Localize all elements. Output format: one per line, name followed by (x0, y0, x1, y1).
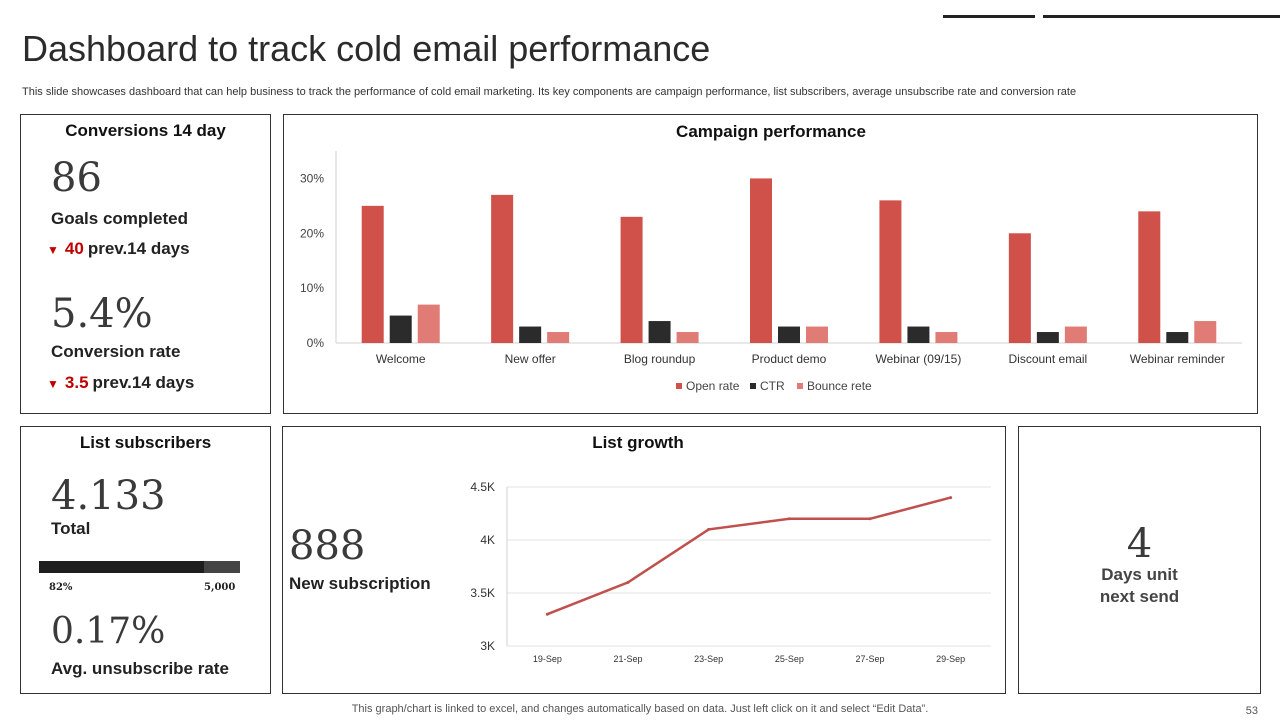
list-growth-title: List growth (592, 433, 684, 452)
bar-open-rate-2 (620, 216, 643, 343)
line-point-1 (626, 580, 630, 584)
chart-title: Campaign performance (676, 122, 866, 141)
bar-bounce-rete-4 (935, 332, 958, 343)
x-category-label: Webinar (09/15) (876, 352, 962, 366)
legend-label: Open rate (686, 379, 740, 393)
y-tick-label: 20% (300, 226, 324, 240)
new-subscription-label: New subscription (289, 574, 431, 593)
bar-ctr-5 (1036, 332, 1059, 343)
bar-ctr-4 (907, 326, 930, 343)
progress-max-label: 5,000 (204, 582, 236, 593)
goals-value: 86 (51, 155, 102, 201)
subscribers-title: List subscribers (79, 433, 212, 452)
x-tick-label: 27-Sep (855, 654, 884, 664)
bar-open-rate-1 (491, 194, 514, 343)
page-subtitle: This slide showcases dashboard that can … (22, 86, 1077, 98)
list-growth-line (546, 496, 951, 616)
page-title: Dashboard to track cold email performanc… (22, 28, 711, 69)
bar-bounce-rete-1 (547, 332, 570, 343)
bar-bounce-rete-6 (1194, 321, 1217, 343)
bar-bounce-rete-3 (806, 326, 828, 343)
line-point-4 (868, 517, 872, 521)
conversion-rate-value: 5.4% (51, 291, 153, 337)
bar-ctr-1 (519, 326, 542, 343)
progress-percent-label: 82% (49, 582, 73, 593)
subscribers-total-label: Total (51, 519, 91, 538)
conversions-panel: Conversions 14 day 86 Goals completed ▼ 4… (20, 114, 271, 414)
x-category-label: Product demo (752, 352, 827, 366)
next-send-value: 4 (1126, 521, 1153, 567)
page-number: 53 (1245, 705, 1258, 717)
x-tick-label: 21-Sep (613, 654, 642, 664)
line-point-5 (949, 496, 953, 500)
campaign-performance-chart: Campaign performance 0% 10% 20% 30% Welcome N… (300, 122, 1242, 393)
goals-prev-number: 40 (64, 239, 84, 258)
x-category-label: New offer (505, 352, 556, 366)
x-tick-label: 29-Sep (936, 654, 965, 664)
bar-ctr-3 (778, 326, 800, 343)
next-send-panel: 4 Days unit next send (1018, 426, 1261, 694)
goals-prev-label: prev.14 days (87, 239, 190, 258)
bar-open-rate-6 (1138, 211, 1161, 343)
line-point-3 (787, 517, 791, 521)
next-send-label-line1: Days unit (1101, 565, 1178, 584)
y-tick-label: 4K (480, 533, 495, 547)
x-category-label: Blog roundup (624, 352, 696, 366)
bar-bounce-rete-2 (676, 332, 699, 343)
line-point-0 (545, 612, 549, 616)
rate-prev: ▼ 3.5 prev.14 days (47, 373, 194, 393)
y-tick-label: 3K (480, 639, 495, 653)
campaign-performance-panel: Campaign performance 0% 10% 20% 30% Welcome N… (283, 114, 1258, 414)
down-triangle-icon: ▼ (47, 377, 59, 391)
subscribers-progress-fill (39, 561, 204, 573)
x-category-label: Discount email (1009, 352, 1088, 366)
bar-bounce-rete-0 (417, 304, 440, 343)
y-tick-label: 0% (307, 336, 325, 350)
legend-label: Bounce rete (807, 379, 872, 393)
y-tick-label: 4.5K (470, 480, 495, 494)
subscribers-progress-bar (39, 561, 240, 573)
rate-prev-number: 3.5 (64, 373, 89, 392)
rate-prev-label: prev.14 days (92, 373, 195, 392)
goals-prev: ▼ 40 prev.14 days (47, 239, 190, 259)
y-tick-label: 10% (300, 281, 324, 295)
top-line-short (943, 15, 1035, 18)
list-subscribers-panel: List subscribers 4.133 Total 82% 5,000 0… (20, 426, 271, 694)
bar-ctr-0 (389, 315, 412, 343)
conversion-rate-label: Conversion rate (51, 342, 181, 361)
legend-swatch (676, 383, 682, 389)
next-send-label-line2: next send (1099, 587, 1180, 606)
bar-ctr-6 (1166, 332, 1189, 343)
bar-open-rate-0 (361, 205, 384, 343)
conversions-title: Conversions 14 day (65, 121, 226, 140)
goals-label: Goals completed (51, 209, 188, 228)
x-category-label: Welcome (376, 352, 426, 366)
new-subscription-value: 888 (289, 523, 366, 569)
legend-label: CTR (760, 379, 785, 393)
list-growth-chart: 3K 3.5K 4K 4.5K 19-Sep 21-Sep 23-Sep 25-Sep 27-S… (470, 480, 991, 664)
legend-swatch (750, 383, 756, 389)
line-point-2 (707, 527, 711, 531)
legend-swatch (797, 383, 803, 389)
bar-ctr-2 (648, 321, 671, 343)
bar-bounce-rete-5 (1064, 326, 1087, 343)
y-tick-label: 30% (300, 171, 324, 185)
x-category-label: Webinar reminder (1130, 352, 1225, 366)
top-line-long (1043, 15, 1280, 18)
x-tick-label: 23-Sep (694, 654, 723, 664)
y-tick-label: 3.5K (470, 586, 495, 600)
bar-open-rate-3 (750, 178, 772, 343)
list-growth-panel: List growth 888 New subscription 3K 3.5K 4… (282, 426, 1006, 694)
unsubscribe-rate-label: Avg. unsubscribe rate (51, 659, 229, 678)
bar-open-rate-5 (1008, 233, 1031, 343)
bar-open-rate-4 (879, 200, 902, 343)
x-tick-label: 19-Sep (533, 654, 562, 664)
footer-note: This graph/chart is linked to excel, and… (351, 703, 929, 715)
x-tick-label: 25-Sep (775, 654, 804, 664)
down-triangle-icon: ▼ (47, 243, 59, 257)
unsubscribe-rate-value: 0.17% (51, 611, 166, 652)
subscribers-total-value: 4.133 (51, 473, 166, 519)
